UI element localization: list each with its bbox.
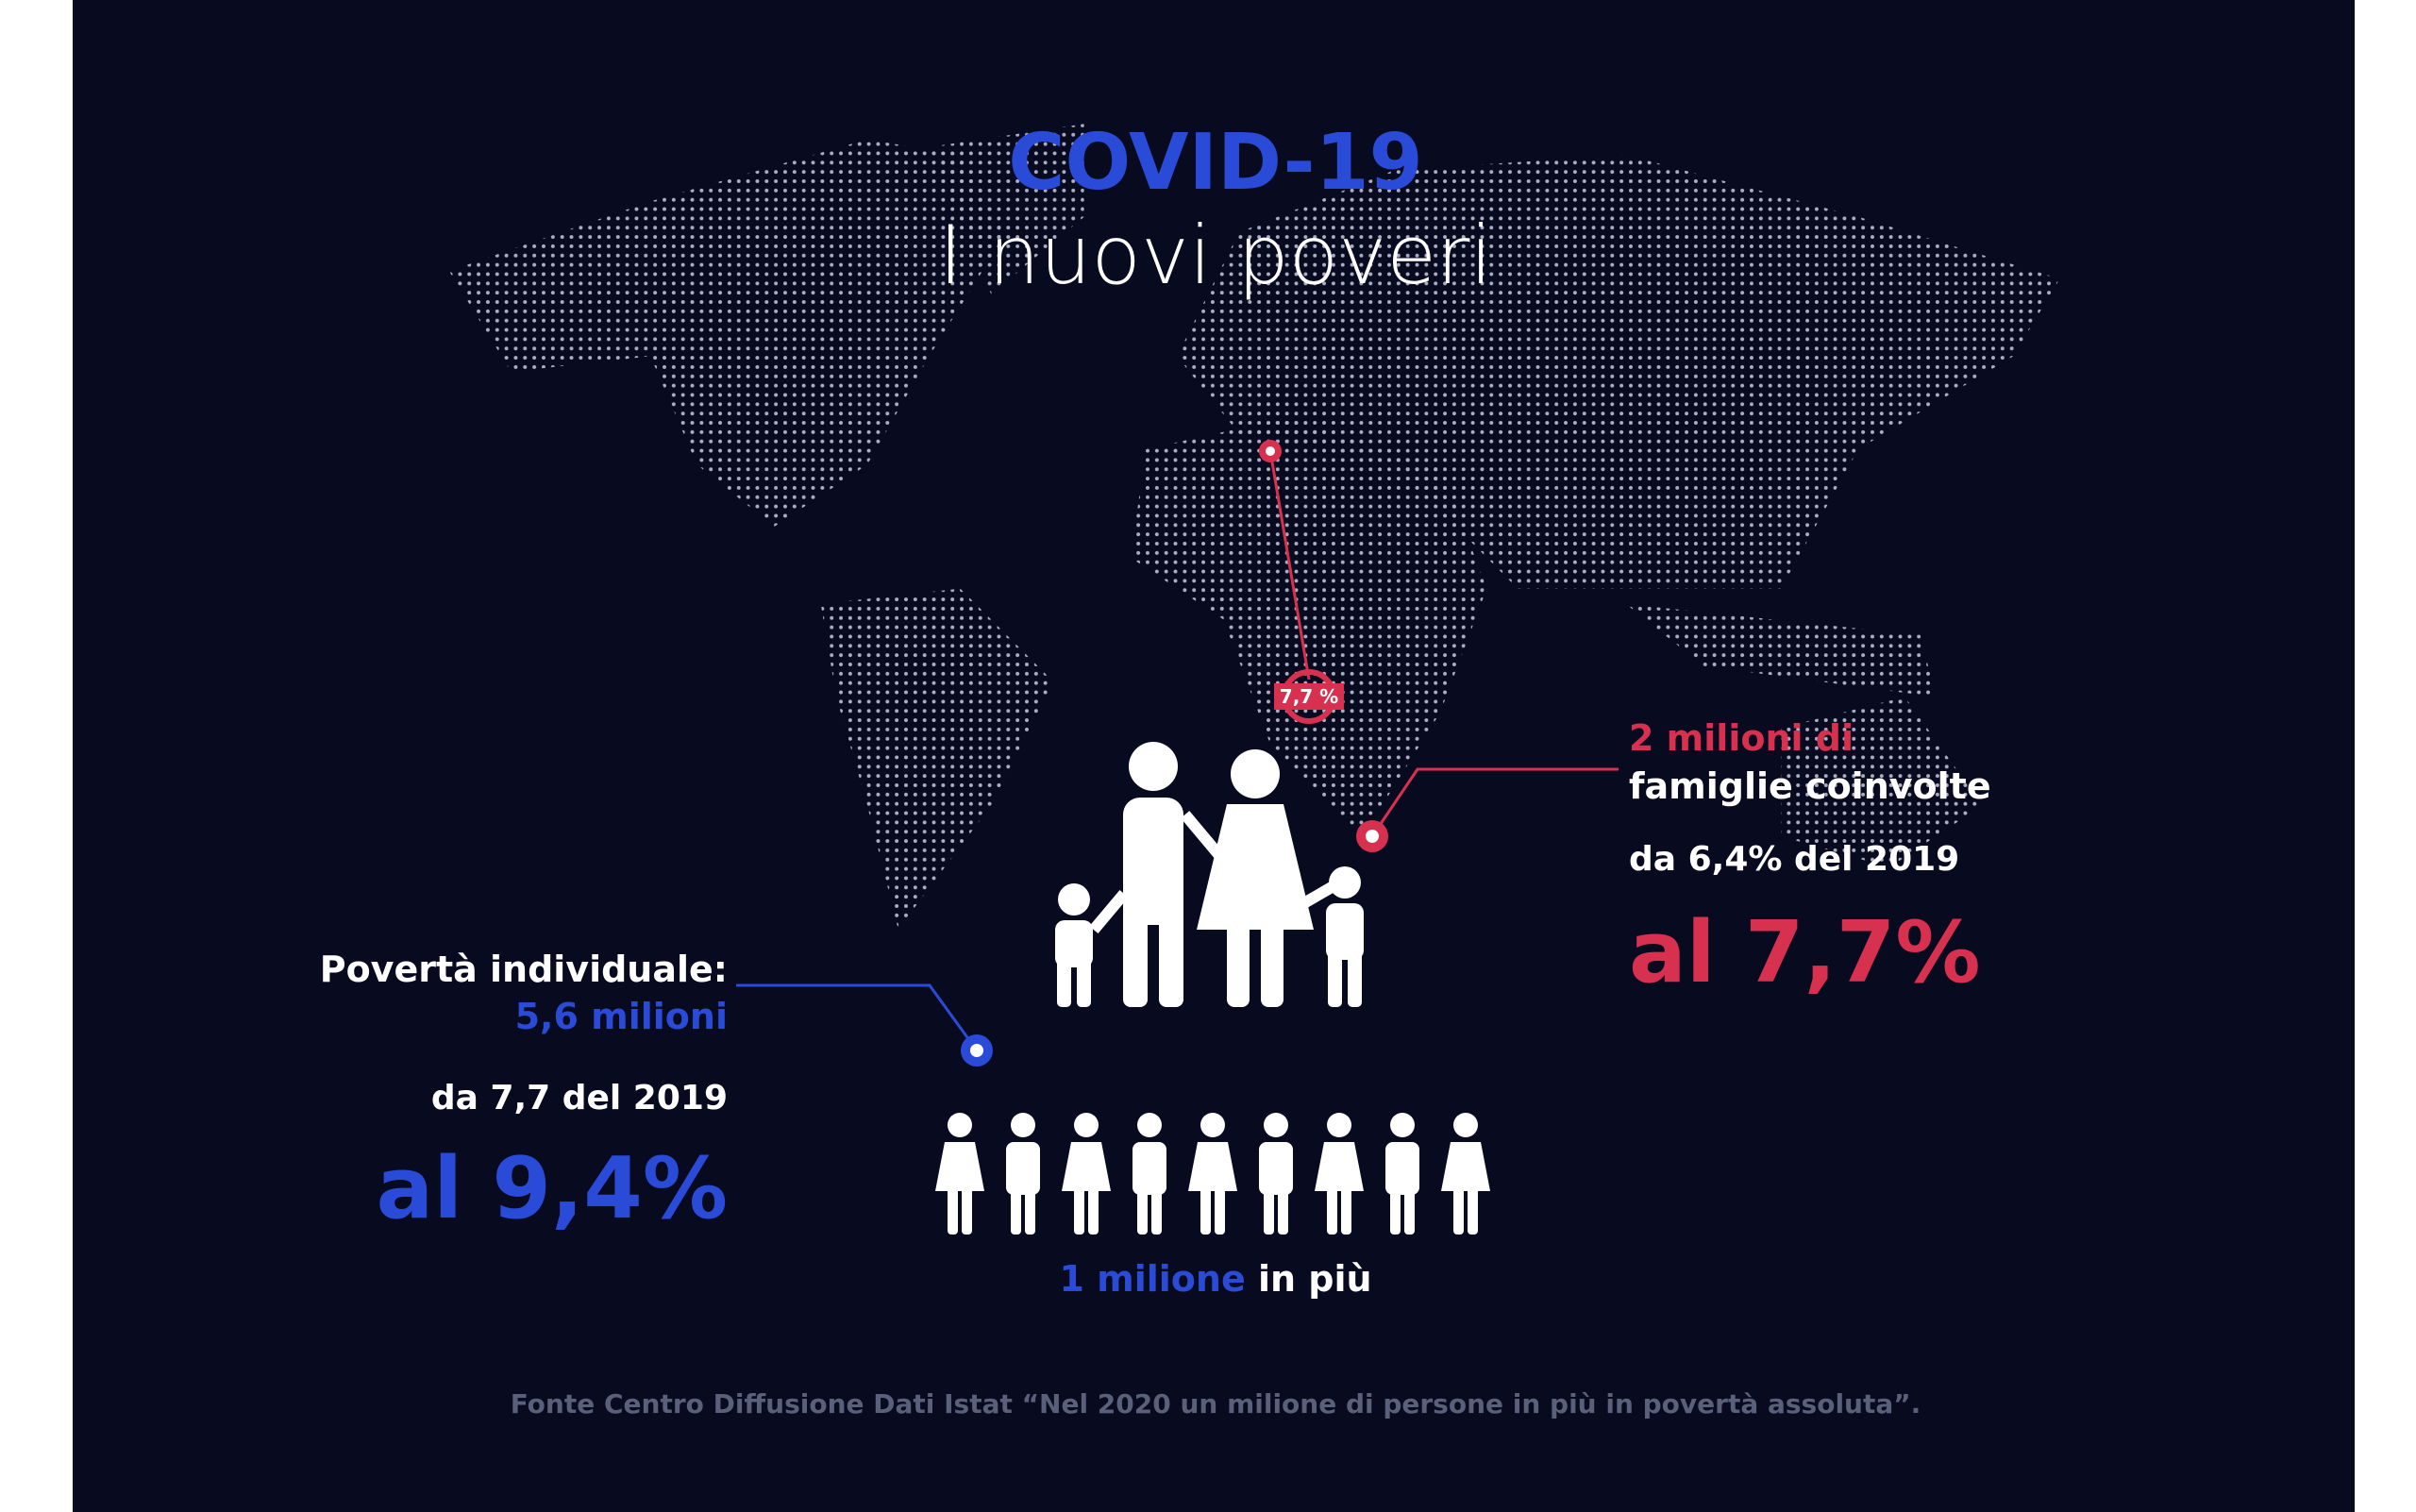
person-leg [1151,1180,1162,1235]
connector [736,983,979,1051]
individuals-to: al 9,4% [376,1139,728,1238]
badge [1274,683,1344,710]
families-label: famiglie coinvolte [1629,765,1991,807]
person-leg [1468,1180,1478,1235]
source: Fonte Centro Diffusione Dati Istat “Nel … [511,1388,1921,1420]
person-body [1315,1142,1364,1191]
person-leg [1264,1180,1274,1235]
person-head [1327,1113,1351,1137]
increase: 1 milione in più [1059,1258,1371,1300]
person-leg [1215,1180,1225,1235]
person-leg [1327,1180,1337,1235]
marker-center [970,1044,983,1057]
person-head [1011,1113,1035,1137]
person-leg [1404,1180,1415,1235]
person-leg [1088,1180,1099,1235]
person-head [1074,1113,1099,1137]
person-leg [962,1180,972,1235]
connector [1268,450,1311,680]
title: COVID-19 [1008,118,1422,208]
person-head [1390,1113,1415,1137]
world-map [448,124,2060,930]
families-to: al 7,7% [1629,903,1981,1002]
connector [1370,767,1619,837]
person-head [948,1113,972,1137]
person-leg [1453,1180,1464,1235]
person-head [1200,1113,1225,1137]
pin-center [1266,446,1275,456]
family-icon [1055,742,1364,1007]
person-leg [1011,1180,1021,1235]
badge-label: 7,7 % [1280,685,1338,708]
person-leg [1278,1180,1288,1235]
person-leg [1074,1180,1084,1235]
person-body [935,1142,984,1191]
person-leg [1137,1180,1148,1235]
families-count: 2 milioni di [1629,717,1854,759]
person-head [1453,1113,1478,1137]
person-body [1441,1142,1490,1191]
person-leg [1025,1180,1035,1235]
person-leg [948,1180,958,1235]
person-head [1137,1113,1162,1137]
background [73,0,2355,1512]
marker-center [1366,830,1379,843]
increase-count: 1 milione [1059,1258,1245,1300]
person-head [1264,1113,1288,1137]
individuals-label: Povertà individuale: [320,949,728,990]
person-leg [1341,1180,1351,1235]
families-from: da 6,4% del 2019 [1629,840,1959,879]
person-body [1188,1142,1237,1191]
person-leg [1390,1180,1401,1235]
person-leg [1200,1180,1211,1235]
individuals-count: 5,6 milioni [515,996,728,1037]
subtitle: I nuovi poveri [939,209,1493,303]
individuals-from: da 7,7 del 2019 [431,1079,728,1117]
person-body [1062,1142,1111,1191]
increase-label: in più [1258,1258,1372,1300]
people-row [935,1113,1490,1235]
